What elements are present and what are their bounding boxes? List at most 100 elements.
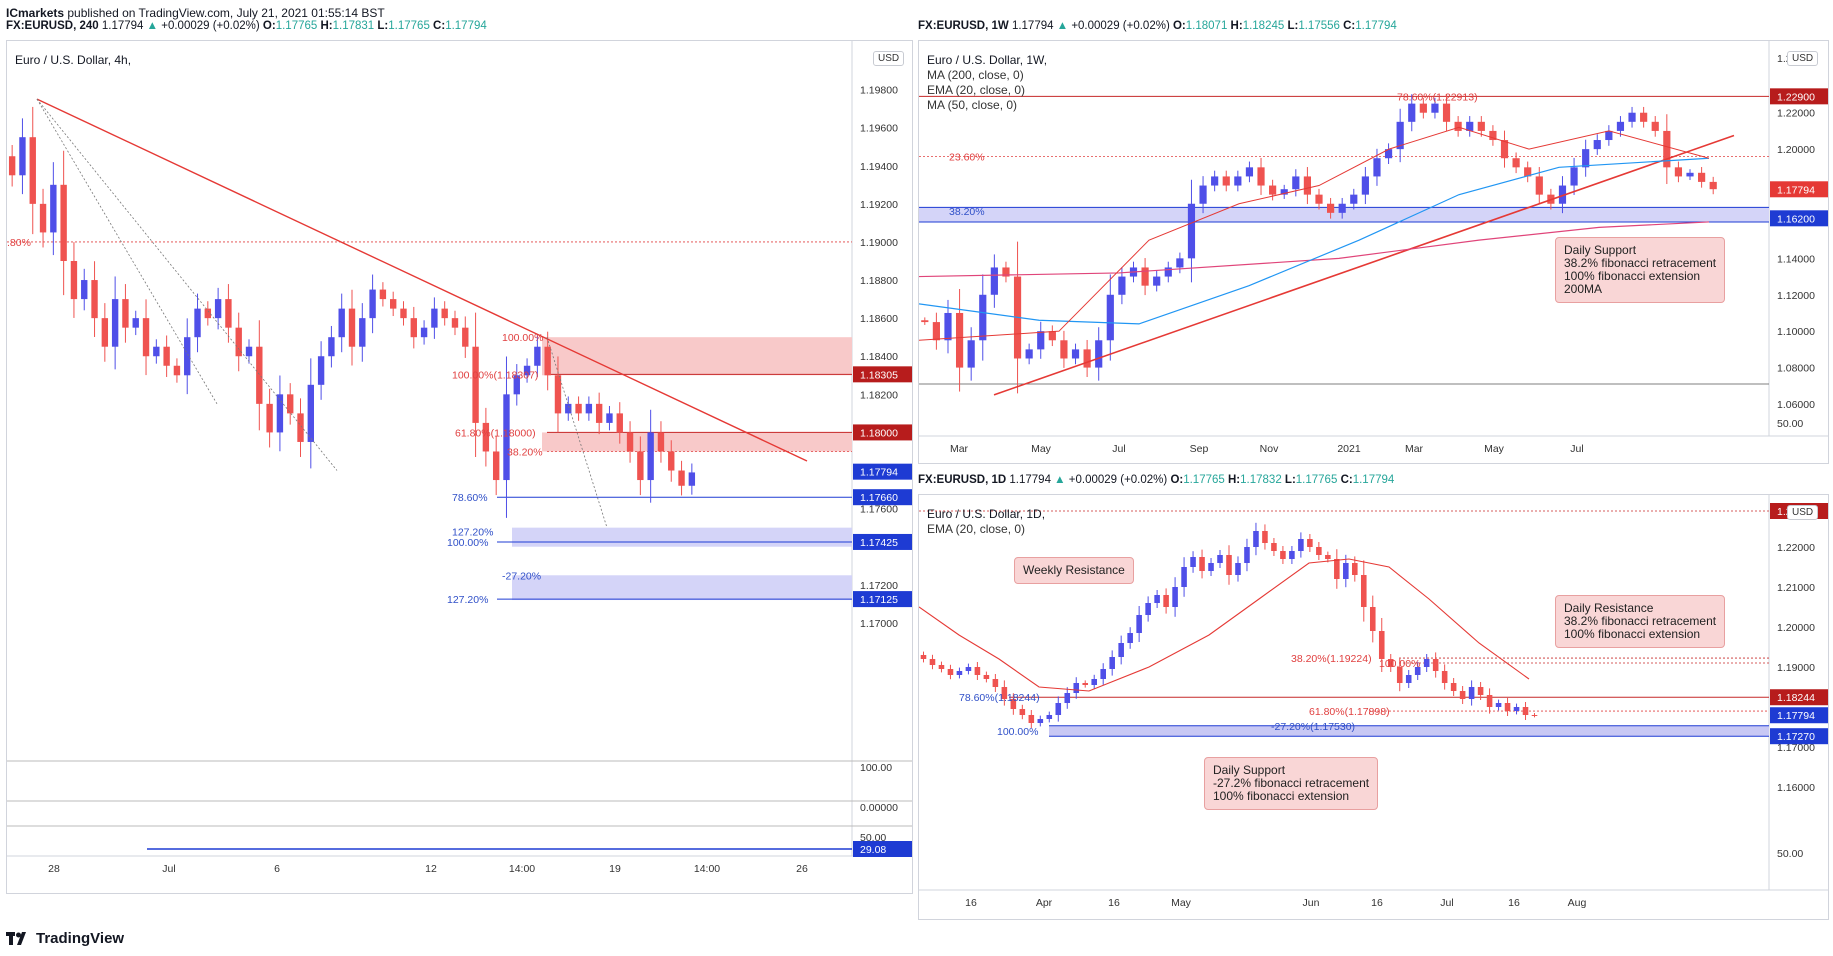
candle-body bbox=[637, 451, 644, 481]
candle-body bbox=[1262, 531, 1268, 543]
candle-body bbox=[1504, 703, 1511, 711]
candle-body bbox=[420, 327, 428, 338]
price-label-text: 1.17794 bbox=[860, 467, 898, 479]
candle-body bbox=[1522, 707, 1529, 715]
w1-chart-svg[interactable]: 1.250001.220001.200001.180001.140001.120… bbox=[919, 41, 1828, 463]
candle-body bbox=[1419, 103, 1427, 113]
price-tick-label: 1.19800 bbox=[860, 85, 898, 97]
candle-body bbox=[1298, 539, 1304, 551]
candle-body bbox=[1208, 563, 1214, 571]
candle-body bbox=[1408, 103, 1416, 122]
candle-body bbox=[647, 432, 654, 481]
candle-body bbox=[338, 308, 345, 338]
fib-label: 127.20% bbox=[447, 594, 488, 606]
price-label-box bbox=[853, 424, 912, 441]
price-label-text: 1.17660 bbox=[860, 492, 898, 504]
price-label-box bbox=[853, 489, 912, 506]
price-label-text: 1.18305 bbox=[860, 369, 898, 381]
price-label-box bbox=[1770, 210, 1828, 227]
candle-body bbox=[1071, 349, 1080, 359]
candle-body bbox=[266, 403, 273, 433]
fib-label: 78.60% bbox=[452, 492, 488, 504]
price-tick-label: 1.19000 bbox=[860, 237, 898, 249]
candle-body bbox=[595, 403, 603, 423]
h4-chart-panel[interactable]: 1.19800 1.19600 1.19400 1.19200 1.19000 1.188… bbox=[6, 40, 913, 894]
price-tick-label: 1.16000 bbox=[1777, 782, 1815, 794]
candle-body bbox=[1082, 683, 1089, 685]
price-label-box bbox=[853, 463, 912, 480]
candle-body bbox=[379, 289, 387, 300]
candle-body bbox=[1211, 176, 1219, 186]
time-tick-label: Apr bbox=[1036, 897, 1053, 909]
candle-body bbox=[688, 472, 696, 486]
price-label-text: 1.17794 bbox=[1777, 184, 1815, 196]
time-tick-label: 28 bbox=[48, 863, 60, 875]
h4-chart-svg[interactable]: 1.19800 1.19600 1.19400 1.19200 1.19000 1.188… bbox=[7, 41, 912, 893]
time-tick-label: Nov bbox=[1260, 443, 1279, 455]
candle-body bbox=[214, 299, 222, 319]
candle-body bbox=[1698, 172, 1706, 182]
time-tick-label: 14:00 bbox=[509, 863, 535, 875]
price-tick-label: 1.20000 bbox=[1777, 622, 1815, 634]
price-tick-label: 1.19600 bbox=[860, 123, 898, 135]
candle-body bbox=[390, 299, 397, 309]
candle-body bbox=[359, 318, 366, 347]
candle-body bbox=[1235, 563, 1241, 575]
candle-body bbox=[1360, 575, 1367, 607]
tradingview-footer: TradingView bbox=[6, 930, 124, 947]
candle-body bbox=[1651, 121, 1659, 131]
candle-body bbox=[585, 403, 593, 414]
tradingview-logo-icon bbox=[6, 931, 32, 946]
time-tick-label: May bbox=[1031, 443, 1052, 455]
w1-currency-button[interactable]: USD bbox=[1787, 51, 1819, 66]
candle-body bbox=[920, 655, 927, 659]
zone-0 bbox=[1049, 725, 1769, 737]
candle-body bbox=[1164, 267, 1172, 277]
candle-body bbox=[1280, 189, 1288, 195]
d1-weekly-resistance-note: Weekly Resistance bbox=[1014, 557, 1134, 584]
price-tick-label: 50.00 bbox=[1777, 418, 1803, 430]
candle-body bbox=[317, 356, 325, 385]
w1-ma200-line bbox=[919, 221, 1710, 278]
candle-body bbox=[1513, 707, 1520, 711]
candle-body bbox=[921, 320, 929, 323]
candle-body bbox=[554, 375, 562, 414]
candle-body bbox=[1109, 657, 1115, 669]
h4-currency-button[interactable]: USD bbox=[873, 51, 905, 66]
d1-currency-button[interactable]: USD bbox=[1787, 505, 1819, 520]
candle-body bbox=[60, 184, 67, 261]
w1-legend: Euro / U.S. Dollar, 1W, MA (200, close, … bbox=[927, 53, 1048, 112]
price-tick-label: 1.08000 bbox=[1777, 363, 1815, 375]
candle-body bbox=[1172, 587, 1178, 607]
w1-chart-panel[interactable]: 1.250001.220001.200001.180001.140001.120… bbox=[918, 40, 1829, 464]
price-label-text: 1.17125 bbox=[860, 594, 898, 606]
candle-body bbox=[1334, 559, 1340, 579]
candle-body bbox=[163, 346, 170, 366]
candle-body bbox=[544, 346, 551, 376]
candle-body bbox=[1450, 683, 1457, 691]
price-label-text: 1.17794 bbox=[1777, 710, 1815, 722]
time-tick-label: Jun bbox=[1303, 897, 1320, 909]
candle-body bbox=[1245, 167, 1254, 177]
candle-body bbox=[967, 340, 975, 368]
candle-body bbox=[1512, 158, 1520, 168]
candle-body bbox=[944, 312, 952, 341]
price-label-text: 1.18000 bbox=[860, 427, 898, 439]
candle-body bbox=[938, 665, 945, 669]
candle-body bbox=[1046, 715, 1053, 719]
d1-chart-svg[interactable]: 1.22000 1.21000 1.20000 1.19000 1.17000 1.160… bbox=[919, 495, 1828, 919]
time-tick-label: 19 bbox=[609, 863, 621, 875]
time-tick-label: 14:00 bbox=[694, 863, 720, 875]
fib-label: 78.60%(1.18244) bbox=[959, 692, 1040, 704]
d1-chart-panel[interactable]: 1.22000 1.21000 1.20000 1.19000 1.17000 1.160… bbox=[918, 494, 1829, 920]
time-tick-label: Mar bbox=[950, 443, 969, 455]
price-tick-label: 1.21000 bbox=[1777, 582, 1815, 594]
fib-label: 127.20% bbox=[452, 526, 493, 538]
candle-body bbox=[1570, 167, 1578, 186]
candle-body bbox=[1244, 547, 1250, 563]
price-tick-label: 1.12000 bbox=[1777, 290, 1815, 302]
time-tick-label: 2021 bbox=[1337, 443, 1361, 455]
candle-body bbox=[39, 203, 47, 233]
candle-body bbox=[1153, 276, 1161, 286]
candle-body bbox=[1686, 172, 1694, 177]
